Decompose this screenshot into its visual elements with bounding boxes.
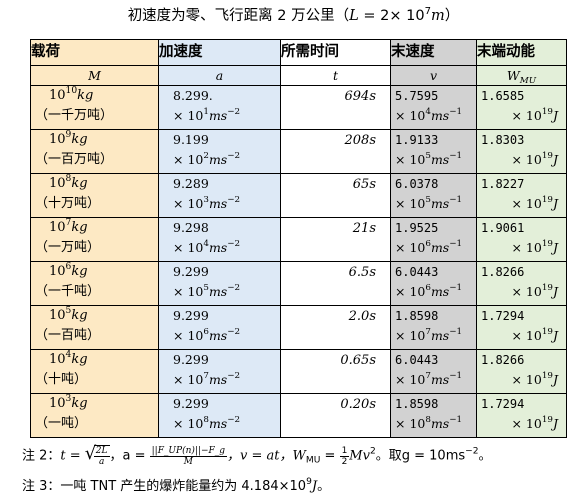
note-tnt: 注 3：一吨 TNT 产生的爆炸能量约为 4.184×109J。 (22, 477, 331, 494)
table-row: 108kg （十万吨） 9.289 × 103ms−2 65s 6.0378 × 105ms… (30, 173, 567, 218)
page-title: 初速度为零、飞行距离 2 万公里（L = 2× 107m） (127, 6, 460, 24)
energy-cell: 1.8266 × 1019J (476, 261, 567, 306)
acceleration-cell: 9.199 × 102ms−2 (158, 129, 281, 174)
load-cell: 1010kg （一千万吨） (30, 85, 159, 130)
time-cell: 6.5s (280, 261, 391, 306)
energy-cell: 1.7294 × 1019J (476, 305, 567, 350)
symbol-row: M a t v WMU (30, 65, 567, 86)
load-cell: 107kg （一万吨） (30, 217, 159, 262)
load-cell: 103kg （一吨） (30, 393, 159, 438)
symbol-acceleration: a (158, 65, 281, 86)
symbol-velocity: v (390, 65, 477, 86)
time-cell: 694s (280, 85, 391, 130)
velocity-cell: 1.9525 × 106ms−1 (390, 217, 477, 262)
data-table: 载荷 加速度 所需时间 末速度 末端动能 M a t v WMU 1010kg （… (30, 39, 567, 438)
velocity-cell: 1.8598 × 108ms−1 (390, 393, 477, 438)
velocity-cell: 6.0443 × 106ms−1 (390, 261, 477, 306)
time-cell: 0.20s (280, 393, 391, 438)
acceleration-cell: 8.299. × 101ms−2 (158, 85, 281, 130)
time-cell: 21s (280, 217, 391, 262)
load-cell: 108kg （十万吨） (30, 173, 159, 218)
table-row: 109kg （一百万吨） 9.199 × 102ms−2 208s 1.9133 × 105… (30, 129, 567, 174)
acceleration-cell: 9.299 × 106ms−2 (158, 305, 281, 350)
velocity-cell: 1.8598 × 107ms−1 (390, 305, 477, 350)
symbol-energy: WMU (476, 65, 567, 86)
table-row: 105kg （一百吨） 9.299 × 106ms−2 2.0s 1.8598 × 107m… (30, 305, 567, 350)
time-cell: 2.0s (280, 305, 391, 350)
symbol-load: M (30, 65, 159, 86)
energy-cell: 1.6585 × 1019J (476, 85, 567, 130)
velocity-cell: 6.0378 × 105ms−1 (390, 173, 477, 218)
acceleration-cell: 9.299 × 105ms−2 (158, 261, 281, 306)
load-cell: 104kg （十吨） (30, 349, 159, 394)
load-cell: 109kg （一百万吨） (30, 129, 159, 174)
time-cell: 208s (280, 129, 391, 174)
energy-cell: 1.8266 × 1019J (476, 349, 567, 394)
symbol-time: t (280, 65, 391, 86)
time-cell: 0.65s (280, 349, 391, 394)
table-row: 104kg （十吨） 9.299 × 107ms−2 0.65s 6.0443 × 107m… (30, 349, 567, 394)
header-time: 所需时间 (280, 39, 391, 66)
notes: 注 2：t = √ 2L a ，a = ||F_UP(n)||−F_g M ，v = at… (22, 438, 492, 498)
header-row: 载荷 加速度 所需时间 末速度 末端动能 (30, 39, 567, 66)
time-cell: 65s (280, 173, 391, 218)
load-cell: 105kg （一百吨） (30, 305, 159, 350)
header-kinetic-energy: 末端动能 (476, 39, 567, 66)
table-row: 106kg （一千吨） 9.299 × 105ms−2 6.5s 6.0443 × 106m… (30, 261, 567, 306)
table-row: 107kg （一万吨） 9.298 × 104ms−2 21s 1.9525 × 106ms… (30, 217, 567, 262)
energy-cell: 1.8303 × 1019J (476, 129, 567, 174)
header-final-velocity: 末速度 (390, 39, 477, 66)
acceleration-cell: 9.298 × 104ms−2 (158, 217, 281, 262)
table-row: 103kg （一吨） 9.299 × 108ms−2 0.20s 1.8598 × 108m… (30, 393, 567, 438)
energy-cell: 1.7294 × 1019J (476, 393, 567, 438)
energy-cell: 1.9061 × 1019J (476, 217, 567, 262)
acceleration-cell: 9.289 × 103ms−2 (158, 173, 281, 218)
table-row: 1010kg （一千万吨） 8.299. × 101ms−2 694s 5.7595 × 1… (30, 85, 567, 130)
acceleration-cell: 9.299 × 108ms−2 (158, 393, 281, 438)
velocity-cell: 5.7595 × 104ms−1 (390, 85, 477, 130)
velocity-cell: 1.9133 × 105ms−1 (390, 129, 477, 174)
load-cell: 106kg （一千吨） (30, 261, 159, 306)
sqrt-symbol: √ 2L a (84, 443, 110, 467)
note-formulas: 注 2：t = √ 2L a ，a = ||F_UP(n)||−F_g M ，v = at… (22, 438, 492, 474)
velocity-cell: 6.0443 × 107ms−1 (390, 349, 477, 394)
header-load: 载荷 (30, 39, 159, 66)
energy-cell: 1.8227 × 1019J (476, 173, 567, 218)
header-acceleration: 加速度 (158, 39, 281, 66)
acceleration-cell: 9.299 × 107ms−2 (158, 349, 281, 394)
